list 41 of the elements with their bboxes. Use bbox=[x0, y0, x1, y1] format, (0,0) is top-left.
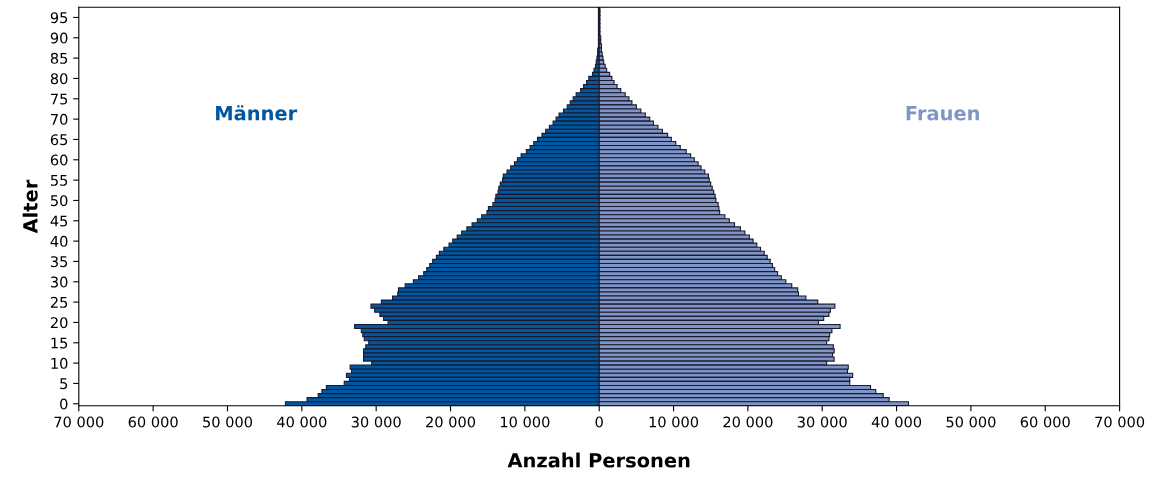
x-tick-label: 60 000 bbox=[1020, 416, 1070, 428]
y-tick-label: 35 bbox=[50, 256, 68, 268]
x-tick-label: 30 000 bbox=[351, 416, 401, 428]
x-tick-label: 10 000 bbox=[649, 416, 699, 428]
bar bbox=[596, 55, 600, 61]
y-tick-label: 0 bbox=[60, 398, 68, 410]
y-tick-label: 65 bbox=[50, 134, 68, 146]
x-tick-label: 0 bbox=[595, 416, 603, 428]
y-tick-label: 5 bbox=[60, 378, 68, 390]
y-tick-label: 15 bbox=[51, 337, 68, 349]
y-tick-label: 50 bbox=[50, 195, 68, 207]
y-tick-label: 70 bbox=[51, 113, 68, 125]
x-tick-label: 40 000 bbox=[871, 416, 922, 428]
y-tick-label: 60 bbox=[50, 154, 68, 166]
y-tick-label: 10 bbox=[51, 357, 68, 369]
y-tick-label: 80 bbox=[50, 73, 68, 85]
text: Frauen bbox=[906, 106, 979, 121]
y-tick-label: 85 bbox=[50, 52, 68, 64]
x-tick-label: 50 000 bbox=[203, 416, 253, 428]
x-tick-label: 30 000 bbox=[797, 416, 847, 428]
y-tick-label: 45 bbox=[50, 215, 68, 227]
y-tick-label: 95 bbox=[50, 12, 68, 24]
y-tick-label: 30 bbox=[50, 276, 68, 288]
x-tick-label: 70 000 bbox=[1095, 416, 1145, 428]
x-tick-label: 60 000 bbox=[128, 416, 178, 428]
x-tick-label: 10 000 bbox=[500, 416, 550, 428]
y-tick-label: 40 bbox=[50, 235, 68, 247]
y-tick-label: 20 bbox=[50, 317, 68, 329]
bar bbox=[598, 55, 604, 61]
x-tick-label: 50 000 bbox=[946, 416, 996, 428]
x-tick-label: 20 000 bbox=[426, 416, 476, 428]
y-tick-label: 90 bbox=[50, 32, 68, 44]
y-axis-title: Alter bbox=[22, 179, 38, 234]
text: Männer bbox=[216, 105, 298, 121]
y-tick-label: 25 bbox=[50, 296, 68, 308]
x-axis-title: Anzahl Personen bbox=[507, 452, 690, 468]
x-tick-label: 70 000 bbox=[54, 416, 104, 428]
y-tick-label: 55 bbox=[50, 175, 68, 186]
x-tick-label: 20 000 bbox=[723, 416, 773, 428]
y-tick-label: 75 bbox=[51, 93, 68, 105]
x-tick-label: 40 000 bbox=[277, 416, 327, 428]
